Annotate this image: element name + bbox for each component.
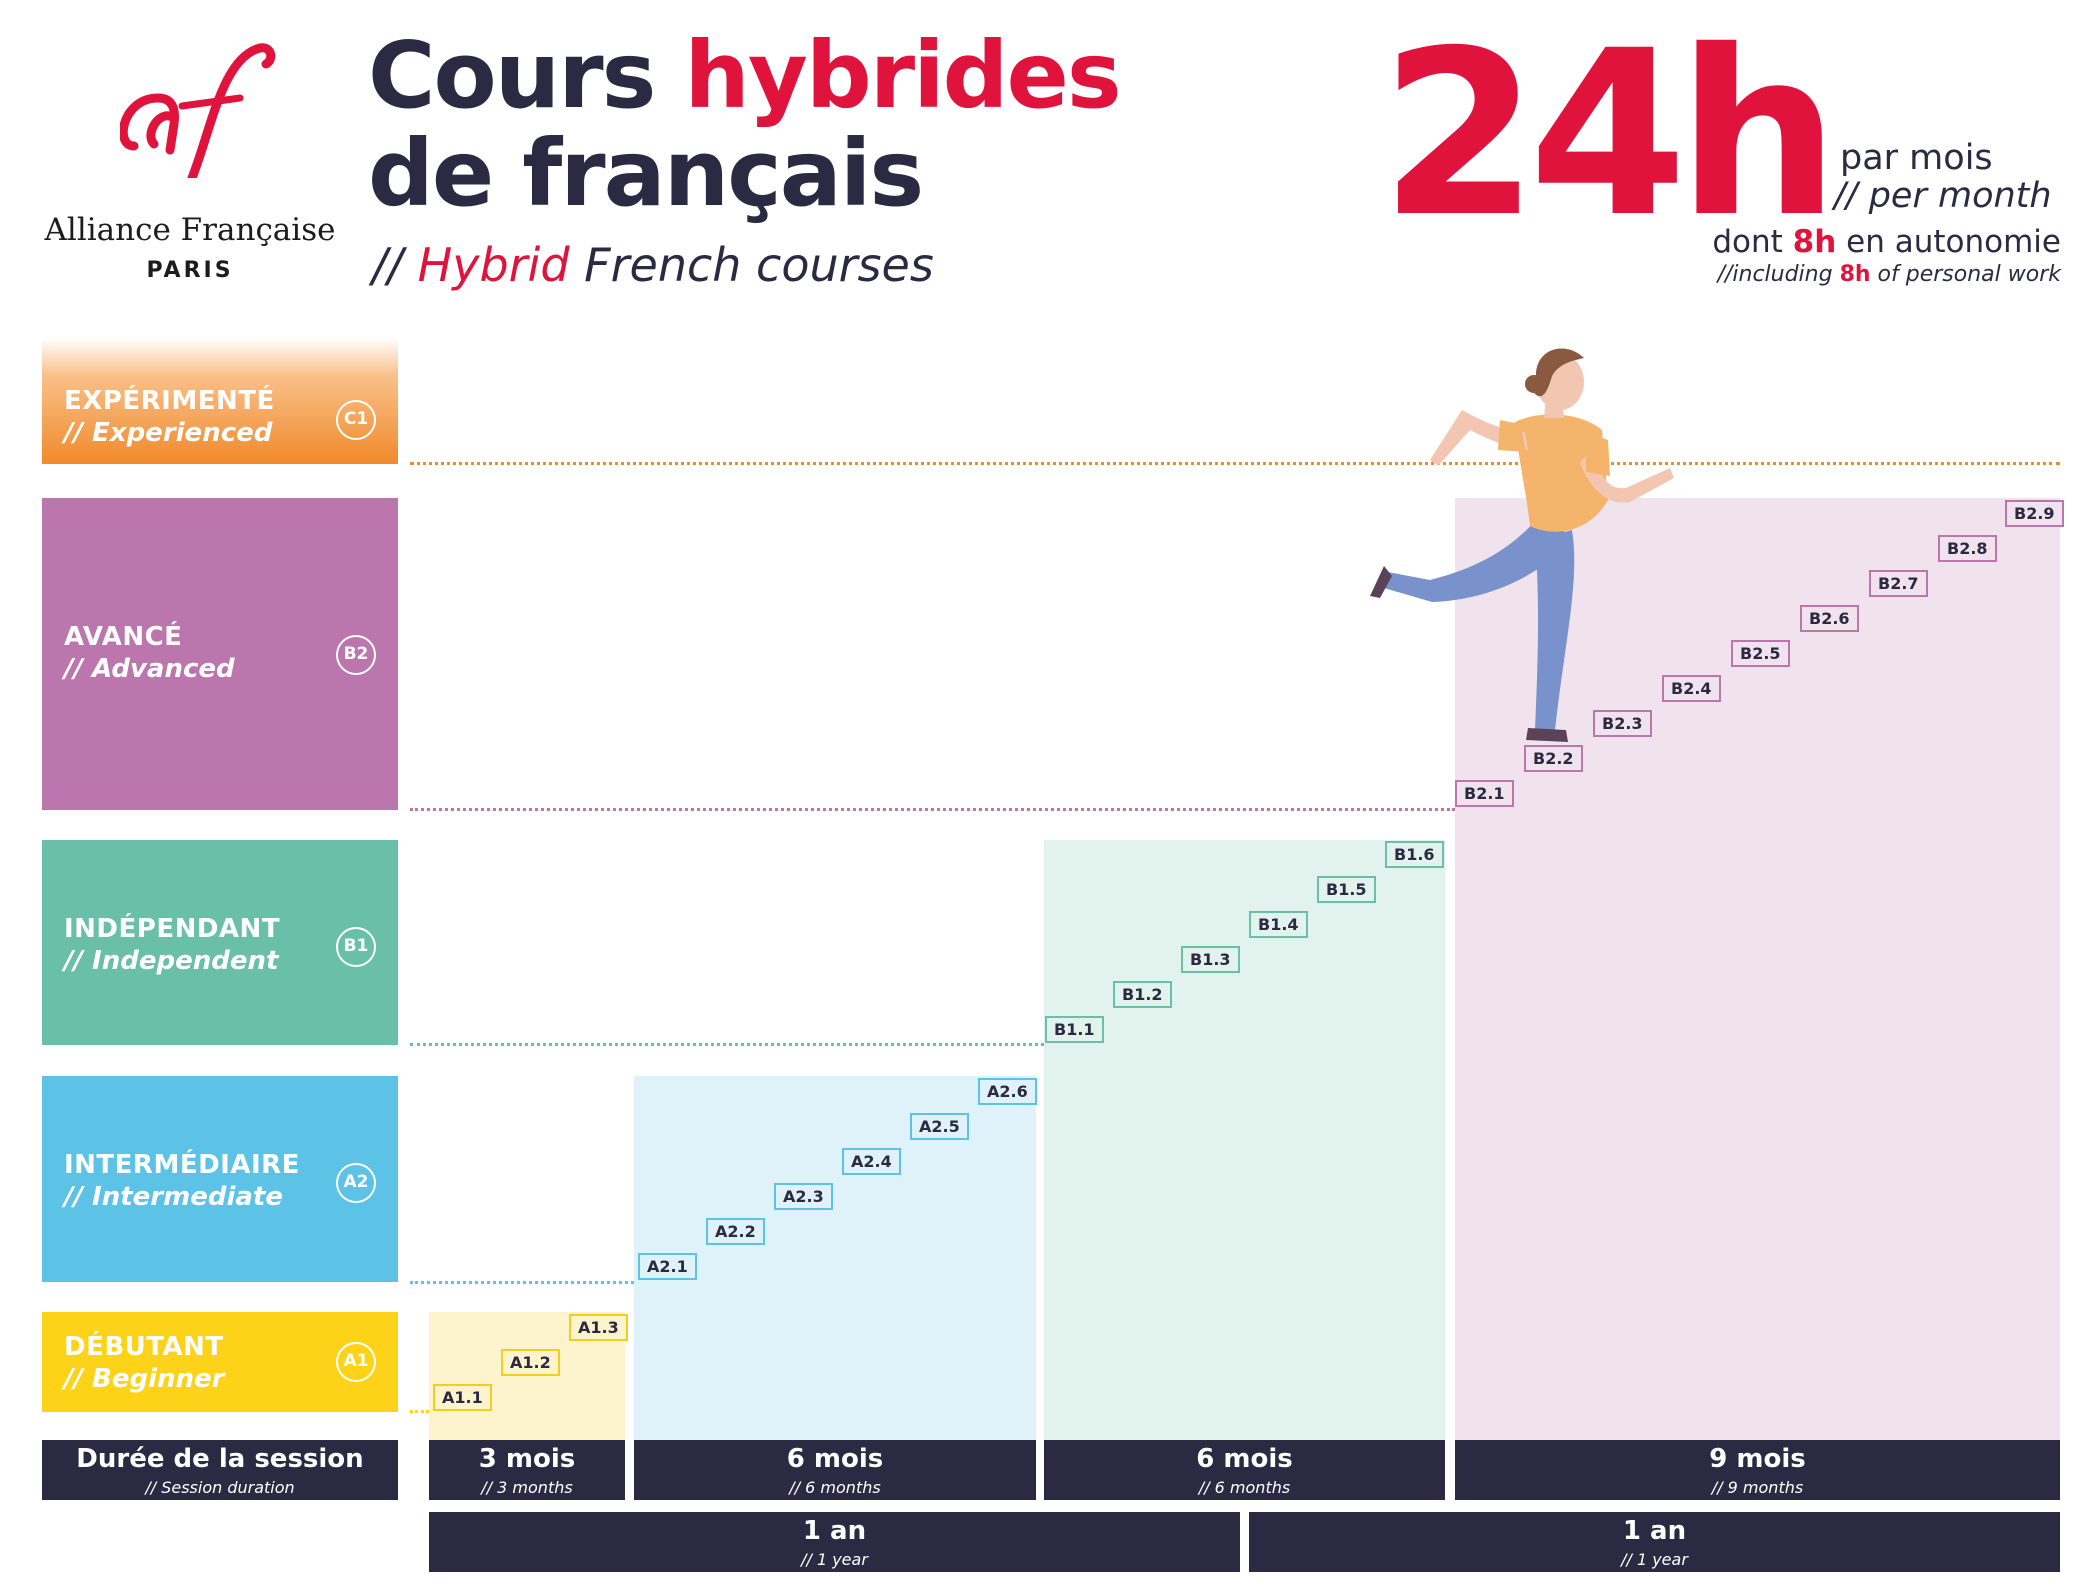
session-duration-label: Durée de la session // Session duration — [42, 1440, 398, 1500]
per-month-fr: par mois — [1840, 138, 1993, 178]
level-a1-en: // Beginner — [64, 1364, 225, 1394]
level-band-b1: INDÉPENDANT // Independent B1 — [42, 840, 398, 1045]
level-c1-code: C1 — [336, 400, 376, 440]
session-area-a2 — [634, 1076, 1036, 1440]
step-b2-8: B2.8 — [1938, 535, 1997, 562]
level-b2-en: // Advanced — [64, 654, 235, 684]
step-a2-2: A2.2 — [706, 1218, 765, 1245]
hours-per-month-value: 24h — [1380, 1, 1840, 267]
logo-name: Alliance Française — [44, 212, 336, 248]
step-b2-5: B2.5 — [1731, 640, 1790, 667]
year-1: 1 an // 1 year — [429, 1512, 1240, 1572]
duration-a2-fr: 6 mois — [786, 1444, 884, 1474]
duration-b2: 9 mois // 9 months — [1455, 1440, 2060, 1500]
autonomy-en-c: of personal work — [1870, 262, 2061, 287]
page-title-line1: Cours hybrides — [368, 30, 1122, 122]
step-b1-3: B1.3 — [1181, 946, 1240, 973]
step-b1-5: B1.5 — [1317, 876, 1376, 903]
level-b1-en: // Independent — [64, 946, 279, 976]
step-b2-3: B2.3 — [1593, 710, 1652, 737]
subtitle-hybrid: Hybrid — [417, 238, 570, 292]
autonomy-fr-a: dont — [1712, 224, 1793, 260]
duration-a1: 3 mois // 3 months — [429, 1440, 625, 1500]
dotted-line-a1 — [410, 1410, 429, 1413]
page-subtitle: // Hybrid French courses — [372, 238, 934, 292]
step-a2-4: A2.4 — [842, 1148, 901, 1175]
duration-b2-en: // 9 months — [1711, 1478, 1804, 1497]
dotted-line-c1 — [410, 462, 2060, 465]
level-b2-fr: AVANCÉ — [64, 622, 183, 652]
autonomy-fr: dont 8h en autonomie — [1712, 224, 2061, 260]
level-c1-fr: EXPÉRIMENTÉ — [64, 386, 275, 416]
level-a2-fr: INTERMÉDIAIRE — [64, 1150, 300, 1180]
year-1-fr: 1 an — [802, 1516, 867, 1546]
level-band-b2: AVANCÉ // Advanced B2 — [42, 498, 398, 810]
title-word-cours: Cours — [368, 22, 685, 129]
step-b1-6: B1.6 — [1385, 841, 1444, 868]
subtitle-rest: French courses — [569, 238, 934, 292]
duration-b2-fr: 9 mois — [1709, 1444, 1806, 1474]
alliance-francaise-logo-icon — [120, 43, 276, 178]
session-area-b1 — [1044, 840, 1445, 1440]
step-b2-7: B2.7 — [1869, 570, 1928, 597]
year-2: 1 an // 1 year — [1249, 1512, 2060, 1572]
step-b2-6: B2.6 — [1800, 605, 1859, 632]
year-1-en: // 1 year — [801, 1550, 868, 1569]
dotted-line-a2 — [410, 1281, 634, 1284]
session-duration-fr: Durée de la session — [76, 1444, 364, 1474]
step-a2-5: A2.5 — [910, 1113, 969, 1140]
level-b2-code: B2 — [336, 635, 376, 675]
level-b1-code: B1 — [336, 927, 376, 967]
duration-a2-en: // 6 months — [789, 1478, 881, 1497]
level-a2-code: A2 — [336, 1163, 376, 1203]
level-c1-en: // Experienced — [64, 418, 273, 448]
level-a1-code: A1 — [336, 1342, 376, 1382]
autonomy-fr-c: en autonomie — [1836, 224, 2061, 260]
level-a2-en: // Intermediate — [64, 1182, 283, 1212]
year-2-fr: 1 an — [1622, 1516, 1687, 1546]
level-band-a2: INTERMÉDIAIRE // Intermediate A2 — [42, 1076, 398, 1282]
per-month-en: // per month — [1834, 176, 2052, 216]
duration-a1-fr: 3 mois — [478, 1444, 576, 1474]
dotted-line-b2 — [410, 808, 1455, 811]
step-b2-4: B2.4 — [1662, 675, 1721, 702]
step-a2-3: A2.3 — [774, 1183, 833, 1210]
level-band-a1: DÉBUTANT // Beginner A1 — [42, 1312, 398, 1412]
duration-a2: 6 mois // 6 months — [634, 1440, 1036, 1500]
duration-b1-fr: 6 mois — [1196, 1444, 1293, 1474]
level-b1-fr: INDÉPENDANT — [64, 914, 281, 944]
step-a2-6: A2.6 — [978, 1078, 1037, 1105]
logo-city: PARIS — [146, 258, 234, 283]
duration-a1-en: // 3 months — [481, 1478, 573, 1497]
step-b2-1: B2.1 — [1455, 780, 1514, 807]
year-2-en: // 1 year — [1621, 1550, 1688, 1569]
level-a1-fr: DÉBUTANT — [64, 1332, 224, 1362]
autonomy-en-a: //including — [1717, 262, 1840, 287]
dotted-line-b1 — [410, 1043, 1044, 1046]
step-a2-1: A2.1 — [638, 1253, 697, 1280]
step-a1-2: A1.2 — [501, 1349, 560, 1376]
step-b2-2: B2.2 — [1524, 745, 1583, 772]
page-title-line2: de français — [368, 120, 924, 227]
running-woman-illustration-icon — [1370, 348, 1674, 742]
level-band-c1: EXPÉRIMENTÉ // Experienced C1 — [42, 338, 398, 464]
autonomy-en: //including 8h of personal work — [1718, 262, 2061, 287]
autonomy-en-hours: 8h — [1839, 262, 1871, 287]
step-a1-1: A1.1 — [433, 1384, 492, 1411]
duration-b1: 6 mois // 6 months — [1044, 1440, 1445, 1500]
step-b2-9: B2.9 — [2005, 500, 2064, 527]
autonomy-fr-hours: 8h — [1792, 224, 1837, 260]
session-duration-en: // Session duration — [145, 1478, 295, 1497]
step-a1-3: A1.3 — [569, 1314, 628, 1341]
step-b1-1: B1.1 — [1045, 1016, 1104, 1043]
subtitle-prefix: // — [372, 238, 418, 292]
duration-b1-en: // 6 months — [1198, 1478, 1291, 1497]
step-b1-4: B1.4 — [1249, 911, 1308, 938]
step-b1-2: B1.2 — [1113, 981, 1172, 1008]
title-word-hybrides: hybrides — [684, 22, 1121, 129]
